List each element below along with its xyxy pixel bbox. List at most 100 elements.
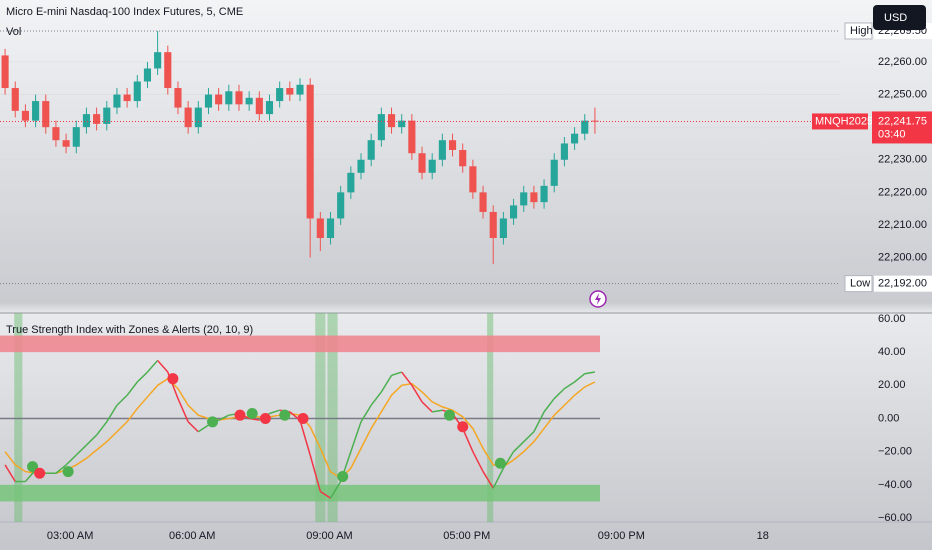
y-tick-label: 22,250.00 (878, 88, 927, 100)
tsi-segment (553, 388, 565, 400)
tsi-segment (421, 401, 433, 413)
candle-body (428, 159, 436, 173)
y-tick-label: 22,260.00 (878, 56, 927, 68)
zone (0, 484, 600, 502)
alert-highlight (327, 313, 338, 522)
y-tick-label: 40.00 (878, 346, 906, 358)
candle-body (164, 52, 172, 89)
candle-body (42, 101, 50, 128)
candle-body (245, 97, 253, 105)
candle-body (174, 88, 182, 108)
price-tag-name-text: Low (850, 278, 870, 290)
candle-body (408, 120, 416, 154)
candle-body (326, 218, 335, 239)
candle-body (367, 140, 375, 160)
candle-body (154, 52, 162, 69)
candle-body (418, 153, 426, 173)
candle-body (357, 159, 365, 173)
candle-body (194, 107, 202, 128)
x-tick-label: 18 (757, 530, 769, 542)
tsi-segment (116, 394, 128, 406)
tsi-segment (563, 381, 575, 390)
y-tick-label: −60.00 (878, 512, 912, 524)
candle-body (398, 120, 406, 128)
candle-body (459, 149, 467, 167)
candle-body (133, 81, 141, 102)
candle-body (215, 94, 223, 105)
tsi-segment (269, 409, 280, 415)
candle-body (204, 94, 213, 108)
candle-body (530, 192, 538, 203)
y-tick-label: 20.00 (878, 379, 906, 391)
x-tick-label: 05:00 PM (443, 530, 490, 542)
cross-marker (167, 373, 179, 385)
tsi-segment (136, 371, 148, 383)
tsi-segment (482, 471, 494, 489)
tsi-segment (177, 398, 189, 423)
candle-body (377, 114, 385, 141)
tsi-segment (218, 414, 230, 421)
currency-label: USD (884, 12, 907, 24)
price-tag-name (844, 275, 873, 293)
y-tick-label: 60.00 (878, 313, 906, 325)
tsi-segment (513, 441, 525, 453)
cross-marker (494, 457, 506, 469)
candle-body (438, 140, 446, 160)
candle-body (510, 205, 518, 219)
candle-body (21, 110, 29, 121)
candle-body (184, 107, 192, 128)
candle-body (82, 114, 90, 128)
candle-body (113, 94, 121, 108)
tsi-segment (299, 419, 311, 456)
candle-body (32, 101, 40, 121)
tsi-segment (472, 451, 484, 472)
candle-body (11, 88, 19, 111)
candle-body (540, 185, 548, 203)
tsi-segment (157, 359, 169, 373)
tsi-segment (401, 371, 413, 386)
candle-body (296, 84, 304, 95)
candle-body (123, 94, 131, 102)
cross-marker (27, 461, 39, 473)
price-tag-name (844, 22, 873, 40)
price-tag-text: 22,192.00 (878, 278, 927, 290)
alert-highlight (487, 313, 494, 522)
tsi-segment (126, 381, 138, 396)
chart-title: Micro E-mini Nasdaq-100 Index Futures, 5… (6, 6, 243, 18)
tsi-segment (329, 481, 342, 499)
alert-highlight (14, 313, 23, 522)
candle-body (316, 218, 324, 239)
y-tick-label: 22,230.00 (878, 154, 927, 166)
tsi-segment (55, 464, 67, 474)
tsi-segment (187, 421, 199, 433)
x-tick-label: 09:00 AM (306, 530, 352, 542)
last-price-text: 22,241.75 (878, 115, 927, 127)
x-tick-label: 06:00 AM (169, 530, 215, 542)
tsi-segment (4, 464, 16, 482)
zone (0, 335, 600, 353)
candle-body (479, 192, 487, 212)
candle-body (347, 172, 355, 193)
tsi-segment (85, 434, 98, 446)
tsi-segment (492, 467, 505, 489)
tsi-segment (65, 454, 77, 466)
currency-button[interactable] (873, 5, 926, 30)
tsi-segment (146, 359, 159, 373)
y-tick-label: 22,210.00 (878, 219, 927, 231)
candle-body (571, 133, 579, 144)
cross-marker (34, 467, 46, 479)
tsi-segment (370, 391, 382, 406)
y-tick-label: 0.00 (878, 412, 899, 424)
candle-body (520, 192, 528, 206)
tsi-segment (350, 421, 362, 452)
indicator-title: True Strength Index with Zones & Alerts … (6, 324, 253, 336)
tsi-segment (584, 371, 596, 375)
tsi-segment (360, 404, 372, 423)
candle-body (448, 140, 457, 150)
candle-body (62, 140, 70, 147)
candle-body (255, 97, 263, 115)
tsi-segment (432, 409, 443, 413)
y-tick-label: 22,200.00 (878, 251, 927, 263)
symbol-tag-text: MNQH2025 (815, 115, 873, 127)
candle-body (499, 218, 507, 239)
